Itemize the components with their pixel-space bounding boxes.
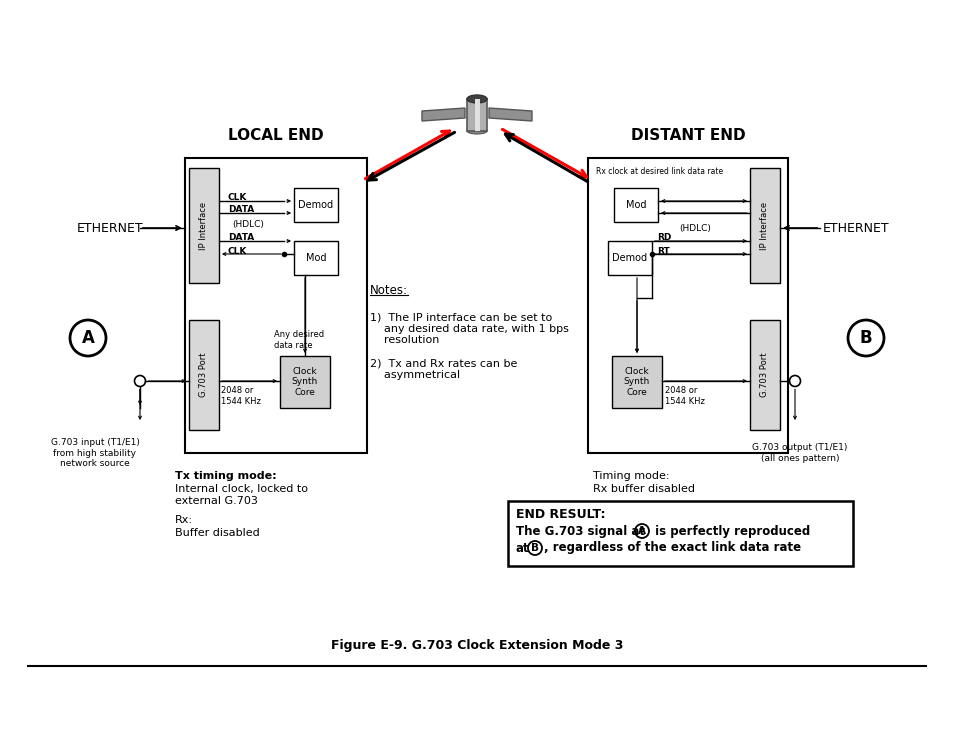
Ellipse shape (467, 128, 486, 134)
Bar (607, 241, 651, 275)
Text: Internal clock, locked to: Internal clock, locked to (174, 484, 308, 494)
Text: END RESULT:: END RESULT: (516, 508, 605, 520)
Text: ETHERNET: ETHERNET (76, 221, 143, 235)
Text: Any desired
data rate: Any desired data rate (274, 331, 324, 350)
Text: A: A (81, 329, 94, 347)
Text: Rx buffer disabled: Rx buffer disabled (593, 484, 695, 494)
Text: 2)  Tx and Rx rates can be
    asymmetrical: 2) Tx and Rx rates can be asymmetrical (370, 358, 517, 379)
Bar (507, 501, 852, 566)
Text: RD: RD (657, 233, 671, 243)
Bar (749, 168, 780, 283)
Ellipse shape (467, 95, 486, 103)
Text: 2048 or
1544 KHz: 2048 or 1544 KHz (664, 386, 704, 406)
Text: 2048 or
1544 KHz: 2048 or 1544 KHz (221, 386, 260, 406)
Text: Mod: Mod (625, 200, 645, 210)
Text: Rx:: Rx: (174, 515, 193, 525)
Text: A: A (638, 526, 645, 536)
Text: Tx timing mode:: Tx timing mode: (174, 471, 276, 481)
Text: (HDLC): (HDLC) (679, 224, 710, 232)
Bar (189, 320, 219, 430)
Text: DISTANT END: DISTANT END (630, 128, 744, 143)
Bar (185, 158, 367, 453)
Bar (280, 356, 330, 408)
Polygon shape (421, 108, 464, 121)
Text: Demod: Demod (612, 253, 647, 263)
Text: Clock
Synth
Core: Clock Synth Core (292, 367, 317, 397)
Text: Timing mode:: Timing mode: (593, 471, 669, 481)
Bar (749, 320, 780, 430)
Text: 1)  The IP interface can be set to
    any desired data rate, with 1 bps
    res: 1) The IP interface can be set to any de… (370, 312, 568, 345)
Bar (467, 99, 486, 131)
Text: Mod: Mod (305, 253, 326, 263)
Text: B: B (531, 543, 538, 553)
Text: Notes:: Notes: (370, 283, 408, 297)
Text: CLK: CLK (228, 193, 247, 202)
Text: DATA: DATA (228, 205, 254, 215)
Bar (294, 188, 337, 222)
Text: IP Interface: IP Interface (760, 201, 769, 249)
Text: G.703 Port: G.703 Port (199, 353, 209, 397)
Text: DATA: DATA (228, 233, 254, 243)
Text: G.703 output (T1/E1)
(all ones pattern): G.703 output (T1/E1) (all ones pattern) (752, 444, 847, 463)
Text: is perfectly reproduced: is perfectly reproduced (650, 525, 809, 537)
Text: ETHERNET: ETHERNET (821, 221, 888, 235)
Text: Figure E-9. G.703 Clock Extension Mode 3: Figure E-9. G.703 Clock Extension Mode 3 (331, 640, 622, 652)
Text: , regardless of the exact link data rate: , regardless of the exact link data rate (543, 542, 801, 554)
Text: (HDLC): (HDLC) (232, 221, 264, 230)
Text: G.703 input (T1/E1)
from high stability
network source: G.703 input (T1/E1) from high stability … (51, 438, 139, 468)
Text: at: at (516, 542, 529, 554)
Text: B: B (859, 329, 871, 347)
Text: G.703 Port: G.703 Port (760, 353, 769, 397)
Bar (294, 241, 337, 275)
Text: IP Interface: IP Interface (199, 201, 209, 249)
Bar (614, 188, 658, 222)
Text: Clock
Synth
Core: Clock Synth Core (623, 367, 649, 397)
Text: Buffer disabled: Buffer disabled (174, 528, 259, 538)
Text: RT: RT (657, 246, 669, 255)
Bar (587, 158, 787, 453)
Bar (189, 168, 219, 283)
Text: Rx clock at desired link data rate: Rx clock at desired link data rate (596, 168, 722, 176)
Text: external G.703: external G.703 (174, 496, 257, 506)
Text: Demod: Demod (298, 200, 334, 210)
Text: The G.703 signal at: The G.703 signal at (516, 525, 644, 537)
Polygon shape (489, 108, 532, 121)
Bar (475, 99, 479, 131)
Bar (612, 356, 661, 408)
Text: LOCAL END: LOCAL END (228, 128, 323, 143)
Text: CLK: CLK (228, 246, 247, 255)
